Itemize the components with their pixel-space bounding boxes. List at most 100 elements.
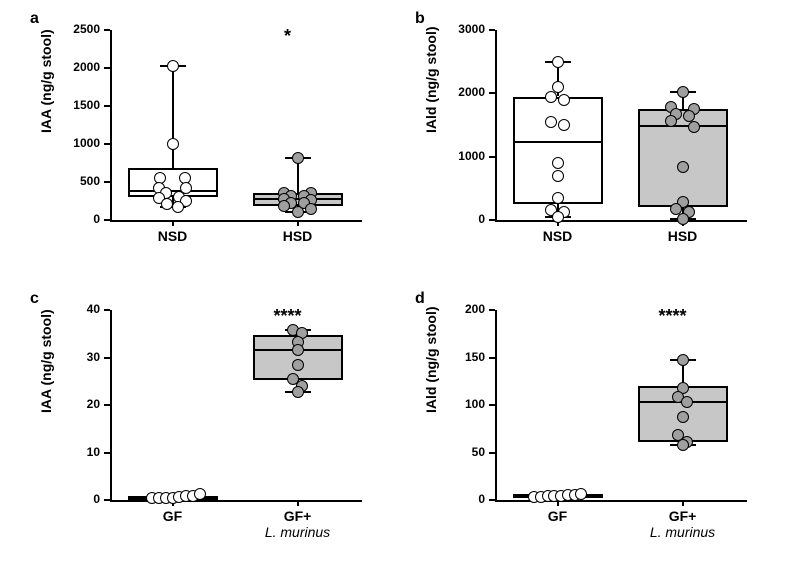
data-point	[552, 192, 564, 204]
data-point	[677, 161, 689, 173]
data-point	[552, 56, 564, 68]
data-point	[558, 119, 570, 131]
data-point	[194, 488, 206, 500]
y-tick	[489, 499, 495, 501]
significance-label: ****	[633, 306, 713, 327]
y-tick	[489, 452, 495, 454]
y-tick-label: 30	[60, 350, 100, 364]
y-tick-label: 40	[60, 302, 100, 316]
y-tick	[104, 181, 110, 183]
y-axis-label: IAld (ng/g stool)	[423, 393, 439, 413]
y-tick-label: 3000	[445, 22, 485, 36]
panel-d: d 0 50 100 150 200 IAld (ng/g stool) **** GF GF+L…	[415, 290, 785, 565]
y-axis-label: IAA (ng/g stool)	[38, 393, 54, 413]
x-tick	[297, 220, 299, 226]
data-point	[558, 94, 570, 106]
y-tick-label: 0	[60, 492, 100, 506]
y-tick	[104, 452, 110, 454]
data-point	[292, 152, 304, 164]
x-category-label: GF	[113, 508, 233, 524]
y-tick	[104, 29, 110, 31]
data-point	[552, 157, 564, 169]
panel-label-a: a	[30, 10, 39, 28]
y-tick	[489, 219, 495, 221]
x-category-label: NSD	[113, 228, 233, 244]
y-tick	[104, 499, 110, 501]
panel-a: a05001000150020002500IAA (ng/g stool)*NS…	[30, 10, 400, 275]
y-tick-label: 20	[60, 397, 100, 411]
y-tick	[104, 143, 110, 145]
y-tick-label: 200	[445, 302, 485, 316]
data-point	[292, 359, 304, 371]
y-tick	[489, 156, 495, 158]
median-line	[638, 125, 728, 127]
y-tick-label: 50	[445, 445, 485, 459]
panel-label-b: b	[415, 10, 425, 28]
data-point	[292, 344, 304, 356]
y-tick-label: 2000	[60, 60, 100, 74]
data-point	[545, 91, 557, 103]
y-tick	[104, 357, 110, 359]
significance-label: *	[248, 26, 328, 47]
y-tick-label: 0	[60, 212, 100, 226]
y-tick-label: 2500	[60, 22, 100, 36]
y-tick-label: 0	[445, 212, 485, 226]
y-axis-label: IAA (ng/g stool)	[38, 113, 54, 133]
panel-label-d: d	[415, 290, 425, 308]
y-tick-label: 1000	[445, 149, 485, 163]
y-tick	[104, 105, 110, 107]
y-tick-label: 10	[60, 445, 100, 459]
x-category-label: GF+L. murinus	[238, 508, 358, 540]
y-tick-label: 100	[445, 397, 485, 411]
data-point	[677, 86, 689, 98]
y-tick	[104, 309, 110, 311]
box	[513, 97, 603, 205]
data-point	[552, 211, 564, 223]
y-tick-label: 2000	[445, 85, 485, 99]
y-tick	[489, 357, 495, 359]
data-point	[677, 213, 689, 225]
median-line	[513, 141, 603, 143]
data-point	[552, 170, 564, 182]
y-axis-label: IAld (ng/g stool)	[423, 113, 439, 133]
data-point	[665, 115, 677, 127]
x-category-label: GF+L. murinus	[623, 508, 743, 540]
x-category-sublabel: L. murinus	[265, 524, 330, 540]
data-point	[677, 354, 689, 366]
data-point	[688, 121, 700, 133]
data-point	[172, 201, 184, 213]
x-category-sublabel: L. murinus	[650, 524, 715, 540]
median-line	[128, 190, 218, 192]
y-tick	[489, 92, 495, 94]
y-tick-label: 150	[445, 350, 485, 364]
whisker-upper	[172, 66, 174, 168]
x-category-label: NSD	[498, 228, 618, 244]
y-tick-label: 0	[445, 492, 485, 506]
x-tick	[297, 500, 299, 506]
data-point	[167, 60, 179, 72]
data-point	[292, 386, 304, 398]
data-point	[167, 138, 179, 150]
y-tick	[104, 404, 110, 406]
data-point	[292, 206, 304, 218]
x-category-label: HSD	[623, 228, 743, 244]
box	[128, 168, 218, 197]
y-tick	[489, 309, 495, 311]
y-tick	[104, 219, 110, 221]
figure: a05001000150020002500IAA (ng/g stool)*NS…	[0, 0, 800, 570]
box	[638, 109, 728, 208]
y-tick	[489, 404, 495, 406]
data-point	[677, 439, 689, 451]
x-tick	[682, 500, 684, 506]
panel-b: b 0 1000 2000 3000 IAld (ng/g stool) NSD HSD	[415, 10, 785, 275]
data-point	[545, 116, 557, 128]
x-category-label: GF	[498, 508, 618, 524]
y-tick	[489, 29, 495, 31]
x-category-label: HSD	[238, 228, 358, 244]
significance-label: ****	[248, 306, 328, 327]
y-tick-label: 500	[60, 174, 100, 188]
panel-label-c: c	[30, 290, 39, 308]
y-tick	[104, 67, 110, 69]
y-tick-label: 1500	[60, 98, 100, 112]
data-point	[677, 411, 689, 423]
